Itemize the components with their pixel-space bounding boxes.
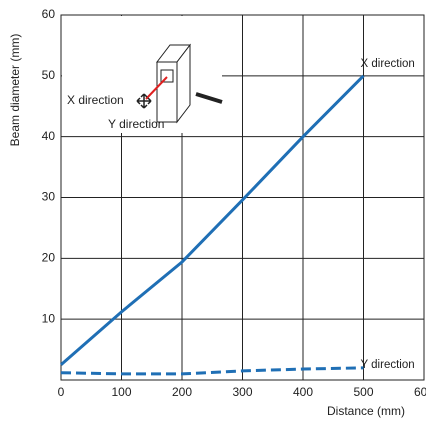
x-tick-label: 300 <box>232 385 252 399</box>
series-line <box>60 74 365 366</box>
inset-background <box>62 16 222 133</box>
y-tick-label: 10 <box>42 311 56 325</box>
direction-arrows <box>136 93 152 109</box>
series-line <box>60 366 364 376</box>
y-tick-label: 50 <box>42 68 56 82</box>
x-axis-label: Distance (mm) <box>327 404 405 418</box>
y-tick-label: 30 <box>42 190 56 204</box>
y-tick-label: 60 <box>42 7 56 21</box>
inset-diagram: X direction Y direction <box>62 16 223 133</box>
y-tick-label: 20 <box>42 251 56 265</box>
annotation: X direction <box>67 93 124 107</box>
x-tick-label: 600 <box>414 385 426 399</box>
x-tick-label: 100 <box>111 385 131 399</box>
x-tick-label: 400 <box>293 385 313 399</box>
beam <box>145 76 168 100</box>
x-tick-label: 0 <box>58 385 65 399</box>
plot-frame <box>60 14 425 381</box>
x-tick-label: 200 <box>172 385 192 399</box>
x-tick-label: 500 <box>353 385 373 399</box>
series-label: X direction <box>361 58 415 70</box>
series-label: Y direction <box>361 359 415 371</box>
y-tick-label: 40 <box>42 129 56 143</box>
y-axis-label: Beam diameter (mm) <box>8 34 22 147</box>
annotation: Y direction <box>108 117 164 131</box>
sensor-cable <box>195 92 223 104</box>
